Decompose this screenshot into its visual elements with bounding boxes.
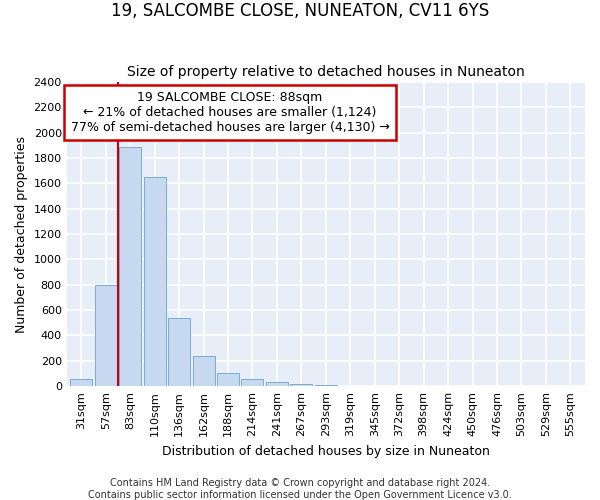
Text: 19, SALCOMBE CLOSE, NUNEATON, CV11 6YS: 19, SALCOMBE CLOSE, NUNEATON, CV11 6YS [111,2,489,21]
Text: 19 SALCOMBE CLOSE: 88sqm
← 21% of detached houses are smaller (1,124)
77% of sem: 19 SALCOMBE CLOSE: 88sqm ← 21% of detach… [71,91,389,134]
Bar [217,373,239,386]
Y-axis label: Number of detached properties: Number of detached properties [15,136,28,332]
Text: Contains HM Land Registry data © Crown copyright and database right 2024.
Contai: Contains HM Land Registry data © Crown c… [88,478,512,500]
Bar [95,285,117,386]
Bar [241,379,263,386]
Title: Size of property relative to detached houses in Nuneaton: Size of property relative to detached ho… [127,66,525,80]
Bar [290,384,313,386]
Bar [266,382,288,386]
Bar [168,318,190,386]
X-axis label: Distribution of detached houses by size in Nuneaton: Distribution of detached houses by size … [162,444,490,458]
Bar [315,385,337,386]
Bar [119,146,141,386]
Bar [193,356,215,386]
Bar [143,177,166,386]
Bar [70,379,92,386]
